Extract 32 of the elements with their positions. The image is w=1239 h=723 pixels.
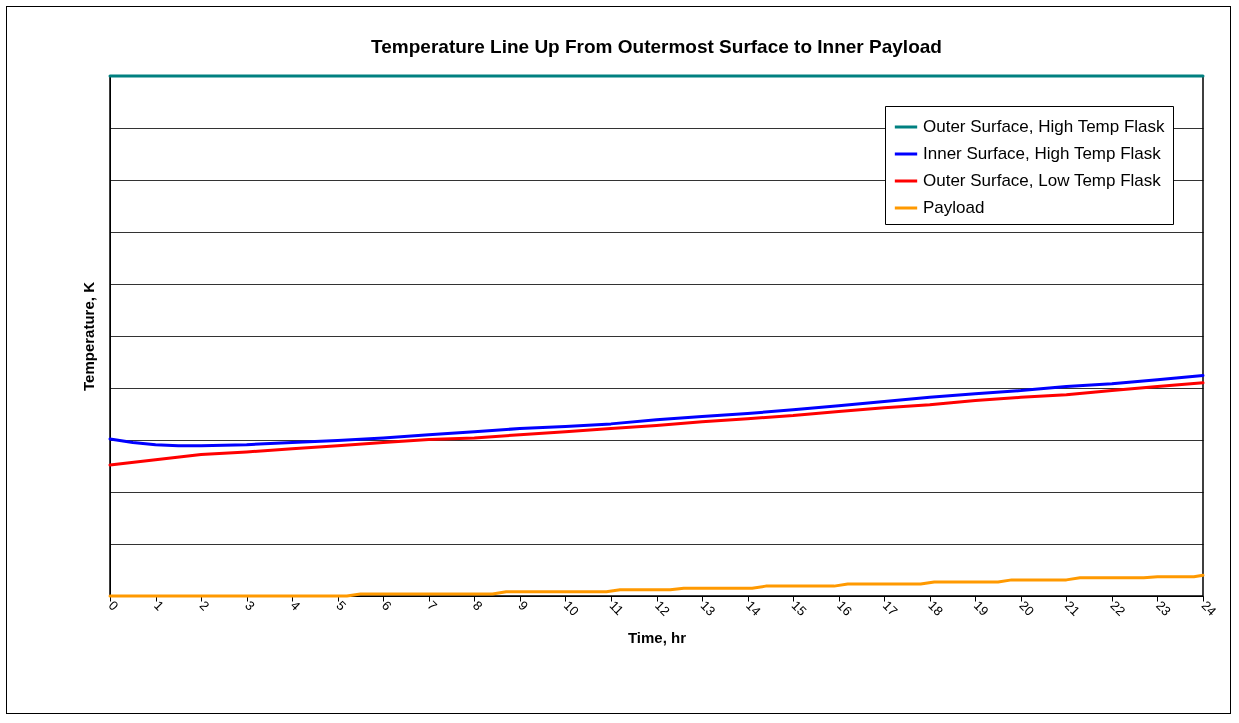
legend-label: Payload <box>923 198 985 217</box>
x-tick-label: 12 <box>652 597 673 619</box>
legend-label: Outer Surface, High Temp Flask <box>923 117 1166 136</box>
x-tick-label: 10 <box>560 597 582 619</box>
x-tick-label: 1 <box>151 597 167 614</box>
x-tick-label: 0 <box>105 597 122 614</box>
x-tick-label: 6 <box>378 597 395 614</box>
x-tick-label: 5 <box>333 597 349 614</box>
y-axis-title: Temperature, K <box>79 281 97 391</box>
x-tick-label: 22 <box>1107 597 1129 619</box>
x-tick-label: 4 <box>287 597 304 614</box>
x-tick-label: 24 <box>1198 597 1220 619</box>
x-tick-label: 2 <box>196 597 213 614</box>
x-tick-label: 21 <box>1061 597 1083 619</box>
x-tick-label: 11 <box>606 597 627 618</box>
x-tick-label: 16 <box>834 597 856 619</box>
x-tick-label: 19 <box>970 597 992 619</box>
x-tick-label: 7 <box>424 597 441 614</box>
x-tick-label: 13 <box>697 597 719 619</box>
x-tick-label: 20 <box>1016 597 1038 619</box>
chart-title: Temperature Line Up From Outermost Surface to Inner Payload <box>371 35 942 57</box>
x-tick-label: 9 <box>515 597 532 614</box>
x-tick-label: 3 <box>242 597 258 614</box>
x-tick-label: 8 <box>469 597 486 614</box>
x-tick-label: 15 <box>788 597 810 619</box>
x-tick-label: 14 <box>743 597 764 619</box>
x-axis-title: Time, hr <box>627 628 687 646</box>
x-tick-label: 23 <box>1153 597 1174 619</box>
legend-label: Inner Surface, High Temp Flask <box>923 144 1162 163</box>
legend-label: Outer Surface, Low Temp Flask <box>923 171 1162 190</box>
x-tick-label: 18 <box>925 597 947 619</box>
x-tick-label: 17 <box>879 597 901 619</box>
